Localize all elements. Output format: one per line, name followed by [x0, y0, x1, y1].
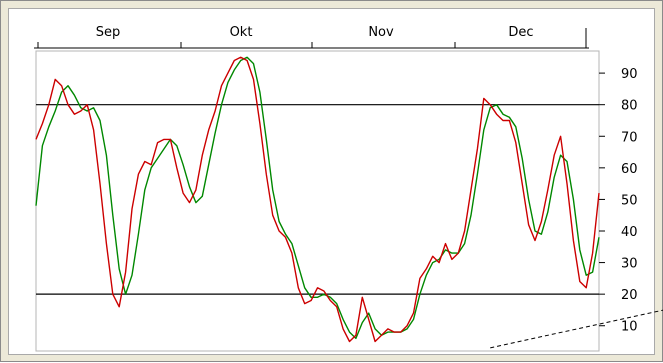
reference-lines — [36, 104, 599, 295]
support-trendline — [490, 309, 663, 349]
y-tick-label: 10 — [621, 320, 638, 335]
y-tick-label: 90 — [621, 67, 638, 82]
y-tick-label: 80 — [621, 99, 638, 114]
series-line-fast — [35, 56, 600, 343]
y-tick-label: 50 — [621, 193, 638, 208]
y-tick-label: 20 — [621, 288, 638, 303]
series-layer — [35, 56, 600, 343]
y-tick-label: 70 — [621, 130, 638, 145]
x-tick-label: Dec — [508, 25, 533, 40]
x-tick-label: Nov — [368, 25, 394, 40]
y-axis: 10 20 30 40 50 60 70 80 90 — [599, 67, 638, 335]
series-line-slow — [35, 56, 600, 340]
y-tick-label: 40 — [621, 225, 638, 240]
x-axis: Sep Okt Nov Dec — [34, 25, 589, 49]
plot-frame — [35, 50, 600, 352]
y-tick-label: 60 — [621, 162, 638, 177]
y-tick-label: 30 — [621, 257, 638, 272]
trendline — [490, 309, 663, 349]
plot-area — [35, 50, 600, 352]
x-tick-label: Okt — [230, 25, 253, 40]
x-tick-label: Sep — [96, 25, 121, 40]
